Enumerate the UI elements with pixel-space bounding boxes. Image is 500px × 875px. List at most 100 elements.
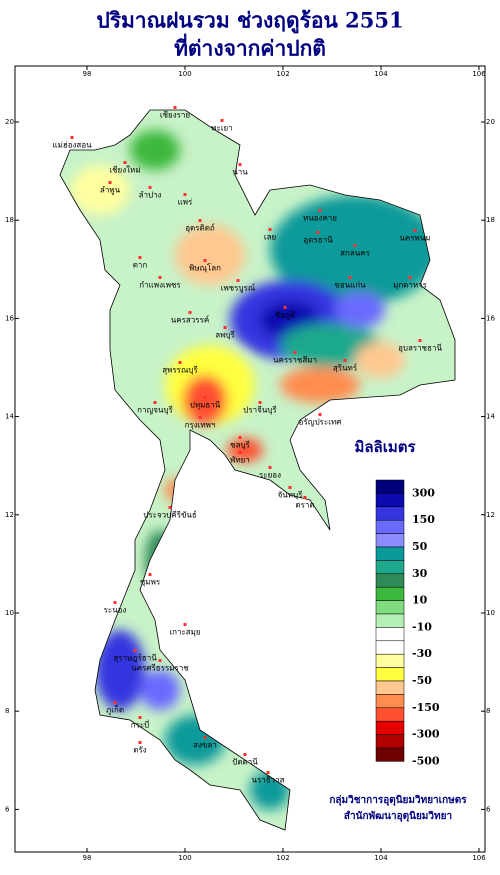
station-dot xyxy=(288,486,292,489)
station-dot xyxy=(70,136,74,139)
y-tick-label: 18 xyxy=(486,216,495,224)
station-dot xyxy=(173,106,177,109)
place-label: ตาก xyxy=(133,261,148,270)
legend-swatch xyxy=(375,573,405,588)
legend-swatch xyxy=(375,707,405,722)
station-dot xyxy=(198,416,202,419)
legend-label: 50 xyxy=(412,540,428,553)
station-dot xyxy=(153,401,157,404)
station-dot xyxy=(123,161,127,164)
station-dot xyxy=(108,181,112,184)
legend-label: -50 xyxy=(412,674,432,687)
station-dot xyxy=(223,326,227,329)
y-tick-label: 6 xyxy=(486,805,491,813)
y-tick-label: 6 xyxy=(5,805,10,813)
legend-swatch xyxy=(375,506,405,521)
subtitle: ที่ต่างจากค่าปกติ xyxy=(174,33,326,61)
place-label: แม่ฮ่องสอน xyxy=(52,141,92,150)
place-label: ระยอง xyxy=(259,471,281,480)
place-label: พะเยา xyxy=(211,124,232,133)
legend-label: -150 xyxy=(412,701,440,714)
place-label: ปัตตานี xyxy=(232,758,258,767)
station-dot xyxy=(408,276,412,279)
station-dot xyxy=(258,401,262,404)
place-label: จันทบุรี xyxy=(278,491,304,500)
station-dot xyxy=(413,229,417,232)
station-dot xyxy=(113,701,117,704)
x-tick-label: 100 xyxy=(178,854,191,862)
legend-swatch xyxy=(375,493,405,508)
place-label: เกาะสมุย xyxy=(169,628,200,637)
station-dot xyxy=(220,119,224,122)
place-label: นครพนม xyxy=(399,234,430,243)
place-label: ขอนแก่น xyxy=(334,281,366,290)
legend-swatch xyxy=(375,653,405,668)
place-label: ตราด xyxy=(295,501,314,510)
legend-label: -500 xyxy=(412,754,440,767)
legend-swatch xyxy=(375,720,405,735)
place-label: นครราชสีมา xyxy=(273,356,317,365)
place-label: ลำพูน xyxy=(100,186,121,196)
legend-label: 10 xyxy=(412,594,428,607)
place-label: เลย xyxy=(264,233,276,242)
place-label: ตรัง xyxy=(133,746,146,755)
station-dot xyxy=(158,659,162,662)
place-label: ชัยภูมิ xyxy=(275,311,296,321)
place-label: สกลนคร xyxy=(340,249,370,258)
legend-swatch xyxy=(375,600,405,615)
x-tick-label: 104 xyxy=(374,854,388,862)
place-label: เชียงใหม่ xyxy=(109,166,140,175)
place-label: กรุงเทพฯ xyxy=(185,421,216,430)
legend-label: -30 xyxy=(412,647,432,660)
legend-swatch xyxy=(375,519,405,534)
place-label: กระบี่ xyxy=(131,719,150,730)
x-tick-label: 98 xyxy=(83,854,92,862)
place-label: ปทุมธานี xyxy=(190,401,221,410)
place-label: นราธิวาส xyxy=(251,776,284,785)
legend-swatch xyxy=(375,560,405,575)
station-dot xyxy=(348,276,352,279)
y-tick-label: 16 xyxy=(486,314,495,322)
legend-swatch xyxy=(375,613,405,628)
station-dot xyxy=(148,186,152,189)
place-label: ชลบุรี xyxy=(230,441,250,450)
legend-swatch xyxy=(375,627,405,642)
station-dot xyxy=(203,259,207,262)
y-tick-label: 8 xyxy=(5,707,9,715)
x-tick-label: 98 xyxy=(83,70,92,78)
y-tick-label: 12 xyxy=(486,511,495,519)
station-dot xyxy=(343,359,347,362)
station-dot xyxy=(318,209,322,212)
y-tick-label: 18 xyxy=(5,216,14,224)
place-label: อุตรดิตถ์ xyxy=(185,223,215,233)
legend-swatch xyxy=(375,747,405,762)
station-dot xyxy=(138,741,142,744)
station-dot xyxy=(113,601,117,604)
credit: สำนักพัฒนาอุตุนิยมวิทยา xyxy=(344,810,452,822)
title: ปริมาณฝนรวม ช่วงฤดูร้อน 2551 xyxy=(96,8,403,35)
place-label: กำแพงเพชร xyxy=(139,281,181,290)
x-tick-label: 100 xyxy=(178,70,191,78)
place-label: สุพรรณบุรี xyxy=(162,366,198,375)
place-label: ชุมพร xyxy=(140,578,161,587)
station-dot xyxy=(268,466,272,469)
legend-label: 300 xyxy=(412,486,435,499)
place-label: พัทยา xyxy=(230,456,250,465)
place-label: ปราจีนบุรี xyxy=(243,406,277,415)
station-dot xyxy=(238,451,242,454)
station-dot xyxy=(183,193,187,196)
station-dot xyxy=(138,716,142,719)
place-label: อุดรธานี xyxy=(303,236,333,245)
x-tick-label: 106 xyxy=(472,70,486,78)
legend-swatch xyxy=(375,479,405,494)
legend-swatch xyxy=(375,533,405,548)
place-label: เชียงราย xyxy=(160,111,190,120)
y-tick-label: 14 xyxy=(486,413,495,421)
place-label: หนองคาย xyxy=(303,214,337,223)
place-label: ประจวบคีรีขันธ์ xyxy=(143,510,197,520)
y-tick-label: 20 xyxy=(486,118,495,126)
legend-swatch xyxy=(375,734,405,749)
station-dot xyxy=(133,649,137,652)
y-tick-label: 10 xyxy=(5,609,14,617)
